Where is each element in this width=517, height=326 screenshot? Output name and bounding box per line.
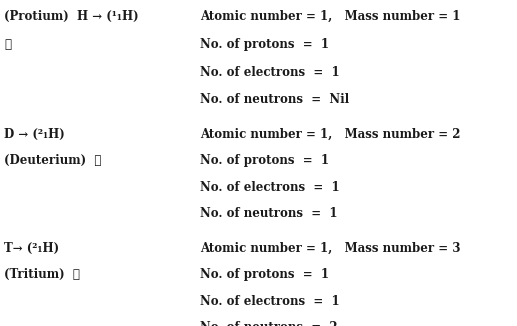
Text: No. of protons  =  1: No. of protons = 1 [200, 268, 329, 281]
Text: Atomic number = 1,   Mass number = 2: Atomic number = 1, Mass number = 2 [200, 128, 461, 141]
Text: No. of protons  =  1: No. of protons = 1 [200, 154, 329, 167]
Text: No. of neutrons  =  Nil: No. of neutrons = Nil [200, 93, 349, 106]
Text: (Deuterium)  ∴: (Deuterium) ∴ [4, 154, 101, 167]
Text: D → (²₁H): D → (²₁H) [4, 128, 65, 141]
Text: Atomic number = 1,   Mass number = 1: Atomic number = 1, Mass number = 1 [200, 10, 460, 23]
Text: No. of electrons  =  1: No. of electrons = 1 [200, 295, 340, 308]
Text: No. of electrons  =  1: No. of electrons = 1 [200, 181, 340, 194]
Text: (Protium)  H → (¹₁H): (Protium) H → (¹₁H) [4, 10, 139, 23]
Text: T→ (²₁H): T→ (²₁H) [4, 242, 59, 255]
Text: No. of electrons  =  1: No. of electrons = 1 [200, 66, 340, 79]
Text: No. of neutrons  =  2: No. of neutrons = 2 [200, 321, 338, 326]
Text: No. of protons  =  1: No. of protons = 1 [200, 38, 329, 51]
Text: Atomic number = 1,   Mass number = 3: Atomic number = 1, Mass number = 3 [200, 242, 461, 255]
Text: ∴: ∴ [4, 38, 11, 51]
Text: No. of neutrons  =  1: No. of neutrons = 1 [200, 207, 338, 220]
Text: (Tritium)  ∴: (Tritium) ∴ [4, 268, 80, 281]
